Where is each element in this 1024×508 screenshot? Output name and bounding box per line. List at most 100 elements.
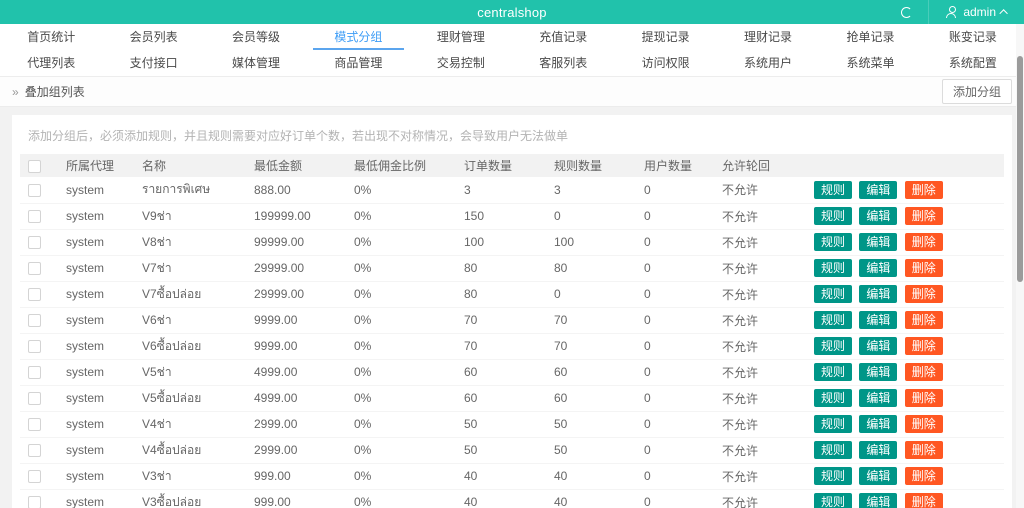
nav-tab[interactable]: 系统用户 [744,56,793,70]
cell-rotation: 不允许 [714,255,806,282]
cell-name: V6ช่า [134,307,246,334]
cell-order-count: 40 [456,489,546,508]
cell-agent: system [58,463,134,490]
cell-min-commission: 0% [346,437,456,464]
rule-button[interactable]: 规则 [814,311,853,329]
nav-tab[interactable]: 媒体管理 [232,56,281,70]
row-checkbox[interactable] [28,418,41,432]
delete-button[interactable]: 删除 [904,415,943,433]
cell-user-count: 0 [636,281,714,308]
add-group-button[interactable]: 添加分组 [941,79,1012,104]
rule-button[interactable]: 规则 [814,467,853,485]
nav-tab[interactable]: 理财记录 [744,30,793,44]
rule-button[interactable]: 规则 [814,180,853,199]
row-checkbox[interactable] [28,392,41,406]
select-all-checkbox[interactable] [28,159,41,173]
rule-button[interactable]: 规则 [814,415,853,433]
cell-min-commission: 0% [346,255,456,282]
nav-tab[interactable]: 理财管理 [436,30,485,44]
rule-button[interactable]: 规则 [814,285,853,303]
delete-button[interactable]: 删除 [904,285,943,303]
row-checkbox[interactable] [28,470,41,484]
delete-button[interactable]: 删除 [904,207,943,225]
rule-button[interactable]: 规则 [814,207,853,225]
row-checkbox[interactable] [28,340,41,354]
cell-user-count: 0 [636,411,714,438]
row-checkbox[interactable] [28,496,41,508]
cell-agent: system [58,281,134,308]
edit-button[interactable]: 编辑 [859,311,898,329]
col-agent: 所属代理 [58,154,134,177]
nav-tab[interactable]: 提现记录 [641,30,690,44]
edit-button[interactable]: 编辑 [859,180,898,199]
delete-button[interactable]: 删除 [904,441,943,459]
nav-tab[interactable]: 抢单记录 [846,30,895,44]
row-checkbox[interactable] [28,444,41,458]
row-checkbox[interactable] [28,210,41,224]
nav-tab[interactable]: 会员等级 [232,30,281,44]
edit-button[interactable]: 编辑 [859,415,898,433]
nav-tab[interactable]: 代理列表 [27,56,76,70]
edit-button[interactable]: 编辑 [859,233,898,251]
vertical-scrollbar[interactable] [1016,24,1024,508]
nav-tab[interactable]: 访问权限 [641,56,690,70]
nav-tab[interactable]: 系统菜单 [846,56,895,70]
nav-tab[interactable]: 账变记录 [948,30,997,44]
rule-button[interactable]: 规则 [814,337,853,355]
edit-button[interactable]: 编辑 [859,207,898,225]
cell-user-count: 0 [636,229,714,256]
delete-button[interactable]: 删除 [904,180,943,199]
nav-tab[interactable]: 首页统计 [27,30,76,44]
cell-order-count: 70 [456,307,546,334]
nav-tab[interactable]: 模式分组 [307,24,409,50]
cell-min-amount: 9999.00 [246,333,346,360]
nav-tab[interactable]: 会员列表 [129,30,178,44]
nav-tab[interactable]: 客服列表 [539,56,588,70]
row-checkbox[interactable] [28,366,41,380]
delete-button[interactable]: 删除 [904,337,943,355]
edit-button[interactable]: 编辑 [859,259,898,277]
edit-button[interactable]: 编辑 [859,337,898,355]
cell-user-count: 0 [636,333,714,360]
scrollbar-thumb[interactable] [1017,56,1023,282]
delete-button[interactable]: 删除 [904,363,943,381]
delete-button[interactable]: 删除 [904,259,943,277]
edit-button[interactable]: 编辑 [859,493,898,508]
cell-rule-count: 40 [546,489,636,508]
edit-button[interactable]: 编辑 [859,441,898,459]
rule-button[interactable]: 规则 [814,259,853,277]
cell-rule-count: 60 [546,359,636,386]
rule-button[interactable]: 规则 [814,389,853,407]
nav-tab[interactable]: 系统配置 [948,56,997,70]
delete-button[interactable]: 删除 [904,233,943,251]
delete-button[interactable]: 删除 [904,493,943,508]
user-menu[interactable]: admin [928,0,1024,24]
row-checkbox[interactable] [28,288,41,302]
edit-button[interactable]: 编辑 [859,389,898,407]
nav-tab[interactable]: 商品管理 [334,56,383,70]
delete-button[interactable]: 删除 [904,389,943,407]
edit-button[interactable]: 编辑 [859,363,898,381]
row-checkbox[interactable] [28,183,41,197]
cell-order-count: 80 [456,281,546,308]
cell-min-commission: 0% [346,307,456,334]
row-checkbox[interactable] [28,314,41,328]
cell-name: V3ช่า [134,463,246,490]
row-checkbox[interactable] [28,262,41,276]
rule-button[interactable]: 规则 [814,233,853,251]
rule-button[interactable]: 规则 [814,493,853,508]
edit-button[interactable]: 编辑 [859,467,898,485]
cell-agent: system [58,229,134,256]
refresh-button[interactable] [884,0,928,24]
nav-row-2: 代理列表 支付接口 媒体管理 商品管理 交易控制 客服列表 访问权限 系统用户 … [0,50,1024,76]
nav-tab[interactable]: 充值记录 [539,30,588,44]
delete-button[interactable]: 删除 [904,311,943,329]
nav-tab[interactable]: 支付接口 [129,56,178,70]
rule-button[interactable]: 规则 [814,363,853,381]
edit-button[interactable]: 编辑 [859,285,898,303]
row-checkbox[interactable] [28,236,41,250]
nav-tab[interactable]: 交易控制 [436,56,485,70]
cell-rule-count: 50 [546,411,636,438]
rule-button[interactable]: 规则 [814,441,853,459]
delete-button[interactable]: 删除 [904,467,943,485]
